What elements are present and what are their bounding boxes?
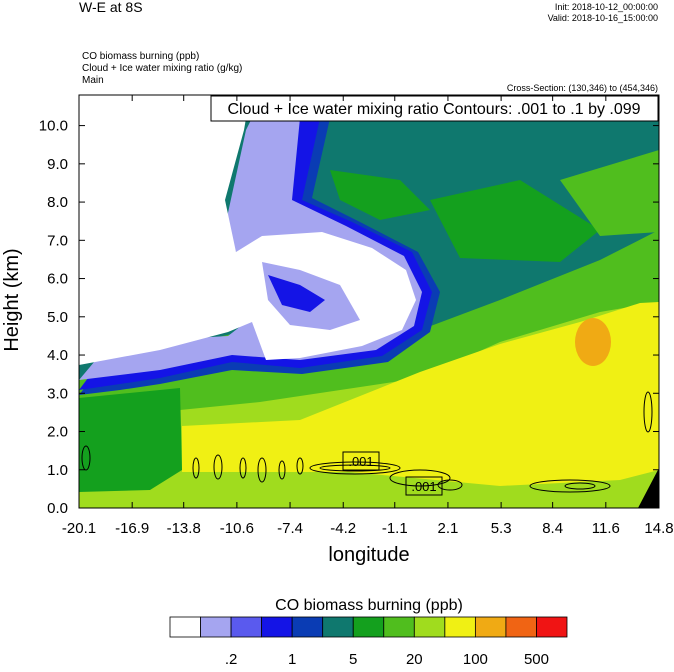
y-tick-label: 0.0 — [47, 500, 68, 517]
contour-label: .001 — [411, 479, 436, 494]
x-tick-label: 5.3 — [491, 520, 512, 537]
contour-info: Cloud + Ice water mixing ratio Contours:… — [227, 101, 640, 118]
chart-title: W-E at 8S — [79, 0, 143, 15]
contour-label-box — [342, 451, 443, 496]
colorbar-swatch — [169, 616, 201, 638]
colorbar-label: 500 — [524, 651, 549, 667]
x-tick-label: -20.1 — [62, 520, 96, 537]
contour-field — [79, 95, 659, 508]
plot-frame — [78, 94, 660, 509]
colorbar-title: CO biomass burning (ppb) — [275, 597, 463, 614]
colorbar-label: .2 — [225, 651, 238, 667]
colorbar-swatch — [536, 616, 568, 638]
x-tick-label: -10.6 — [220, 520, 254, 537]
y-axis-label: Height (km) — [1, 248, 23, 351]
y-tick-label: 4.0 — [47, 347, 68, 364]
x-tick-label: -16.9 — [115, 520, 149, 537]
y-tick-label: 6.0 — [47, 271, 68, 288]
x-tick-label: -1.1 — [382, 520, 408, 537]
colorbar-swatch — [474, 616, 507, 638]
cross-section: Cross-Section: (130,346) to (454,346) — [507, 83, 658, 93]
colorbar-swatch — [505, 616, 537, 638]
contour-label: .001 — [348, 454, 373, 469]
x-tick-label: 14.8 — [644, 520, 673, 537]
colorbar-label: 5 — [349, 651, 357, 667]
y-tick-label: 7.0 — [47, 232, 68, 249]
y-tick-label: 5.0 — [47, 309, 68, 326]
y-tick-label: 1.0 — [47, 462, 68, 479]
y-tick-label: 9.0 — [47, 156, 68, 173]
x-tick-label: 11.6 — [592, 520, 620, 537]
info-box — [210, 95, 659, 122]
colorbar-label: 100 — [463, 651, 488, 667]
x-tick-label: 8.4 — [542, 520, 563, 537]
colorbar-swatch — [444, 616, 476, 638]
y-tick-label: 2.0 — [47, 424, 68, 441]
x-tick-label: 2.1 — [438, 520, 459, 537]
x-tick-label: -4.2 — [330, 520, 356, 537]
y-tick-label: 8.0 — [47, 194, 68, 211]
colorbar-swatch — [261, 616, 293, 638]
colorbar-label: 20 — [406, 651, 423, 667]
x-tick-label: -7.4 — [277, 520, 303, 537]
x-tick-label: -13.8 — [167, 520, 201, 537]
field-name: CO biomass burning (ppb) — [82, 51, 199, 62]
colorbar-swatch — [383, 616, 415, 638]
colorbar-label: 1 — [288, 651, 296, 667]
colorbar-swatch — [413, 616, 446, 638]
valid-time: Valid: 2018-10-16_15:00:00 — [548, 13, 658, 23]
field-name: Main — [82, 75, 104, 86]
y-tick-label: 10.0 — [39, 118, 68, 135]
colorbar-swatch — [291, 616, 324, 638]
x-axis-label: longitude — [328, 544, 409, 566]
colorbar-swatch — [352, 616, 385, 638]
y-tick-label: 3.0 — [47, 385, 68, 402]
colorbar-swatch — [322, 616, 354, 638]
field-name: Cloud + Ice water mixing ratio (g/kg) — [82, 63, 242, 74]
colorbar-swatch — [200, 616, 232, 638]
init-time: Init: 2018-10-12_00:00:00 — [555, 2, 658, 12]
colorbar-swatch — [230, 616, 263, 638]
